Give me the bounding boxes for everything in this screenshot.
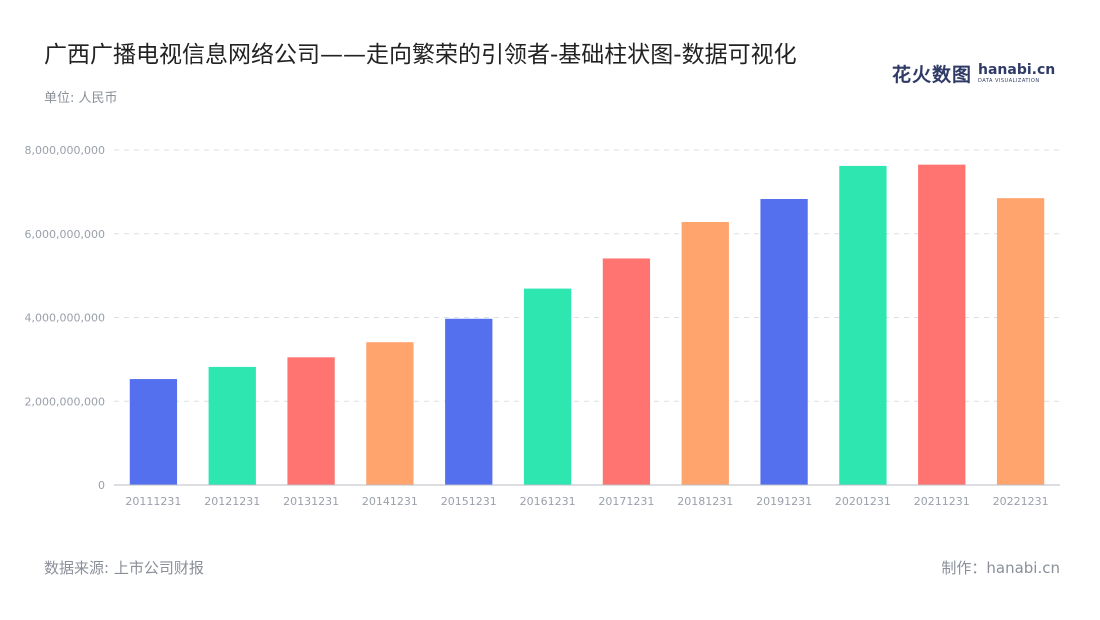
- bars: [129, 164, 1045, 485]
- bar-20111231: [129, 379, 178, 485]
- unit-label: 单位: 人民币: [44, 91, 118, 106]
- x-tick-label: 20181231: [677, 495, 733, 508]
- y-tick-label: 2,000,000,000: [25, 395, 105, 408]
- x-tick-label: 20141231: [362, 495, 418, 508]
- logo-brand-text: hanabi.cn: [978, 61, 1056, 78]
- y-tick-label: 4,000,000,000: [25, 312, 105, 325]
- x-tick-label: 20131231: [283, 495, 339, 508]
- bar-20121231: [208, 366, 256, 485]
- x-axis-ticks: 20111231 20121231 20131231 20141231 20151231…: [125, 495, 1048, 508]
- bar-20181231: [681, 222, 729, 485]
- bar-20211231: [918, 164, 966, 485]
- x-tick-label: 20171231: [598, 495, 654, 508]
- y-tick-label: 0: [98, 479, 105, 492]
- bar-20201231: [839, 165, 887, 485]
- y-axis-ticks: 0 2,000,000,000 4,000,000,000 6,000,000,000…: [25, 144, 105, 492]
- x-tick-label: 20201231: [835, 495, 891, 508]
- x-tick-label: 20111231: [125, 495, 181, 508]
- y-tick-label: 6,000,000,000: [25, 228, 105, 241]
- x-tick-label: 20221231: [993, 495, 1049, 508]
- bar-20141231: [366, 342, 414, 485]
- brand-logo: 花火数图 hanabi.cn DATA VISUALIZATION: [892, 60, 1055, 86]
- bar-20191231: [760, 198, 808, 485]
- logo-en: hanabi.cn DATA VISUALIZATION: [978, 63, 1055, 84]
- bar-20221231: [996, 198, 1045, 485]
- chart-title: 广西广播电视信息网络公司——走向繁荣的引领者-基础柱状图-数据可视化: [44, 42, 797, 68]
- x-tick-label: 20161231: [520, 495, 576, 508]
- credit: 制作：hanabi.cn: [941, 559, 1060, 577]
- bar-20131231: [287, 357, 335, 485]
- grid-lines: [114, 149, 1060, 402]
- bar-20171231: [602, 258, 651, 485]
- x-tick-label: 20151231: [441, 495, 497, 508]
- x-tick-label: 20211231: [914, 495, 970, 508]
- logo-tagline: DATA VISUALIZATION: [978, 77, 1040, 84]
- bar-20151231: [445, 318, 493, 485]
- x-tick-label: 20121231: [204, 495, 260, 508]
- y-tick-label: 8,000,000,000: [25, 144, 105, 157]
- x-tick-label: 20191231: [756, 495, 812, 508]
- data-source: 数据来源: 上市公司财报: [44, 559, 204, 577]
- logo-cn-text: 花火数图: [892, 63, 973, 86]
- bar-20161231: [523, 288, 572, 485]
